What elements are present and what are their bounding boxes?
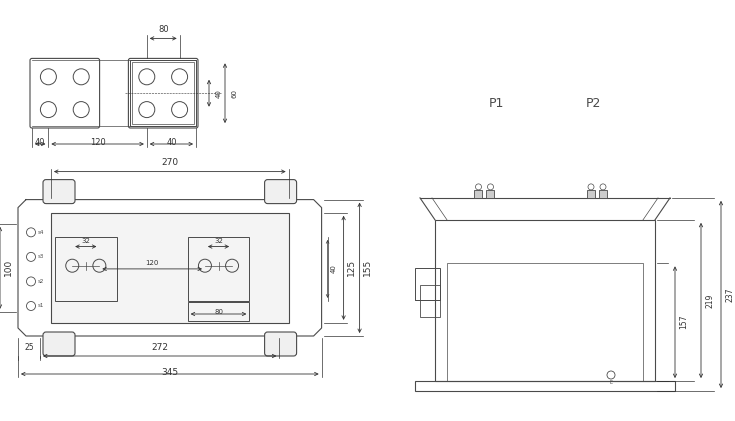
Text: 40: 40 (35, 138, 46, 147)
Bar (132, 62, 194, 124)
Bar (487, 190, 495, 198)
Bar (475, 190, 482, 198)
Text: 32: 32 (82, 237, 90, 244)
Bar (435, 220, 655, 381)
Text: 237: 237 (725, 287, 734, 302)
Text: 100: 100 (4, 259, 12, 277)
Bar (415, 268, 440, 300)
FancyBboxPatch shape (265, 180, 297, 204)
Bar (420, 285, 440, 317)
Text: 345: 345 (161, 368, 179, 377)
Text: 40: 40 (216, 89, 222, 98)
Bar (587, 190, 595, 198)
Text: 270: 270 (161, 157, 179, 167)
Text: s2: s2 (38, 279, 44, 284)
Bar (51, 213, 289, 323)
Text: 25: 25 (24, 343, 34, 352)
Text: 120: 120 (146, 260, 159, 266)
Text: s3: s3 (38, 254, 44, 259)
Text: 60: 60 (232, 89, 238, 98)
Bar (130, 60, 196, 126)
Text: 40: 40 (331, 264, 337, 273)
Text: 80: 80 (158, 25, 168, 35)
FancyBboxPatch shape (43, 180, 75, 204)
FancyBboxPatch shape (265, 332, 297, 356)
Text: 120: 120 (90, 138, 106, 147)
Bar (55, 237, 117, 301)
Text: E: E (609, 380, 612, 385)
Text: P2: P2 (586, 97, 601, 110)
Text: 155: 155 (363, 259, 372, 277)
Text: 272: 272 (151, 343, 168, 352)
Text: s4: s4 (38, 230, 44, 235)
Bar (187, 237, 249, 301)
Text: 125: 125 (347, 259, 356, 276)
Text: 40: 40 (166, 138, 176, 147)
Text: 80: 80 (214, 309, 223, 315)
Bar (447, 264, 643, 381)
Text: P1: P1 (489, 97, 504, 110)
Text: 157: 157 (679, 315, 689, 330)
Bar (415, 381, 675, 391)
Bar (187, 302, 249, 321)
Bar (599, 190, 607, 198)
Text: 219: 219 (706, 293, 714, 308)
FancyBboxPatch shape (43, 332, 75, 356)
Text: s1: s1 (38, 304, 44, 309)
Text: 32: 32 (214, 237, 223, 244)
